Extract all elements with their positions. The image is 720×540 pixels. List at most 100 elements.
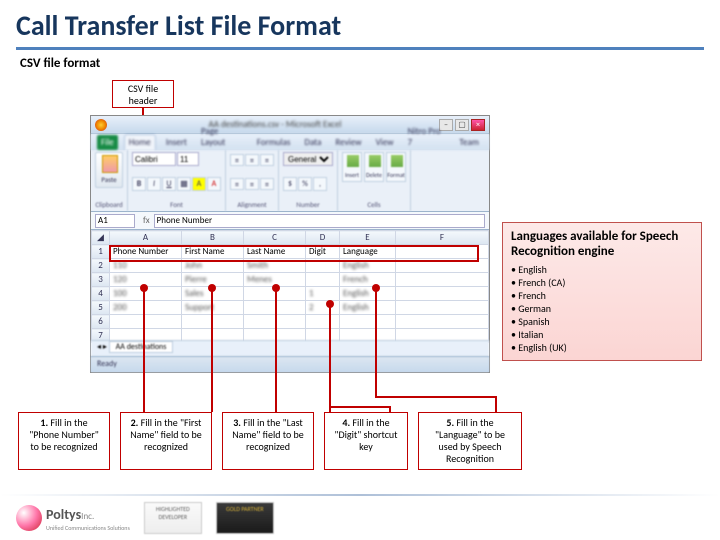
table-row: 2 110 John Smith English — [92, 259, 489, 273]
cell[interactable]: Digit — [306, 245, 340, 259]
tab-insert[interactable]: Insert — [162, 135, 191, 150]
border-button[interactable]: ▦ — [177, 177, 191, 191]
connector-line — [375, 290, 377, 396]
cell[interactable] — [396, 273, 489, 287]
excel-filename: AA destinations.csv - Microsoft Excel — [111, 119, 439, 130]
select-all[interactable]: ◢ — [92, 231, 110, 245]
cell[interactable]: 2 — [306, 301, 340, 315]
cell[interactable] — [396, 301, 489, 315]
align-tl[interactable]: ≡ — [230, 154, 244, 166]
ribbon-font: B I U ▦ A A Font — [128, 150, 226, 211]
font-name-input[interactable] — [132, 152, 176, 166]
fill-button[interactable]: A — [192, 177, 206, 191]
close-button[interactable]: × — [471, 119, 485, 131]
align-tc[interactable]: ≡ — [245, 154, 259, 166]
row-header[interactable]: 5 — [92, 301, 110, 315]
tab-data[interactable]: Data — [300, 135, 325, 150]
align-r[interactable]: ≡ — [260, 178, 274, 190]
cell[interactable]: English — [340, 287, 396, 301]
col-header-f[interactable]: F — [396, 231, 489, 245]
align-label: Alignment — [230, 200, 274, 209]
cell[interactable]: 1 — [306, 287, 340, 301]
italic-button[interactable]: I — [147, 177, 161, 191]
tab-team[interactable]: Team — [455, 135, 483, 150]
sheet-tabs[interactable]: ◂ ▸ AA destinations — [91, 340, 489, 356]
align-l[interactable]: ≡ — [230, 178, 244, 190]
underline-button[interactable]: U — [162, 177, 176, 191]
page-title: Call Transfer List File Format — [0, 0, 720, 47]
col-header-d[interactable]: D — [306, 231, 340, 245]
logo-orb-icon — [16, 505, 42, 531]
col-header-e[interactable]: E — [340, 231, 396, 245]
cell[interactable] — [396, 259, 489, 273]
number-label: Number — [283, 200, 333, 209]
fontcolor-button[interactable]: A — [207, 177, 221, 191]
callout-firstname: 2. Fill in the "First Name" field to be … — [120, 412, 212, 470]
connector-line — [329, 406, 389, 408]
ribbon-number: General $ % , Number — [279, 150, 338, 211]
list-item: French — [511, 289, 693, 302]
cell[interactable]: First Name — [182, 245, 244, 259]
table-row: 1 Phone Number First Name Last Name Digi… — [92, 245, 489, 259]
cell[interactable] — [396, 245, 489, 259]
insert-cell-button[interactable]: Insert — [342, 152, 362, 182]
cell[interactable]: Phone Number — [110, 245, 182, 259]
ribbon-tabs: File Home Insert Page Layout Formulas Da… — [91, 134, 489, 150]
table-row: 3 120 Pierre Menes French — [92, 273, 489, 287]
row-header[interactable]: 4 — [92, 287, 110, 301]
cell[interactable]: French — [340, 273, 396, 287]
number-format-select[interactable]: General — [283, 152, 333, 166]
paste-button[interactable]: Paste — [95, 152, 123, 188]
formula-input[interactable]: Phone Number — [154, 214, 485, 228]
font-size-input[interactable] — [177, 152, 199, 166]
cell[interactable] — [306, 259, 340, 273]
connector-line — [211, 290, 213, 412]
align-tr[interactable]: ≡ — [260, 154, 274, 166]
currency-button[interactable]: $ — [283, 177, 297, 191]
tab-nitro[interactable]: Nitro Pro 7 — [404, 124, 450, 150]
cell[interactable]: Language — [340, 245, 396, 259]
worksheet[interactable]: ◢ A B C D E F 1 Phone Number First Name … — [91, 230, 489, 356]
cell[interactable]: 110 — [110, 259, 182, 273]
cell[interactable]: 200 — [110, 301, 182, 315]
row-header[interactable]: 2 — [92, 259, 110, 273]
tab-file[interactable]: File — [97, 135, 118, 150]
row-header[interactable]: 1 — [92, 245, 110, 259]
fx-icon[interactable]: fx — [139, 215, 154, 226]
cell[interactable]: English — [340, 259, 396, 273]
row-header[interactable]: 3 — [92, 273, 110, 287]
align-c[interactable]: ≡ — [245, 178, 259, 190]
maximize-button[interactable]: ▢ — [455, 119, 469, 131]
col-header-c[interactable]: C — [244, 231, 306, 245]
callout-digit: 4. Fill in the "Digit" shortcut key — [324, 412, 408, 470]
delete-cell-button[interactable]: Delete — [364, 152, 384, 182]
cell[interactable] — [306, 273, 340, 287]
comma-button[interactable]: , — [313, 177, 327, 191]
table-row: 4 100 Sales 1 English — [92, 287, 489, 301]
connector-line — [375, 396, 495, 398]
cell[interactable]: Last Name — [244, 245, 306, 259]
percent-button[interactable]: % — [298, 177, 312, 191]
tab-formulas[interactable]: Formulas — [253, 135, 295, 150]
ribbon-alignment: ≡ ≡ ≡ ≡ ≡ ≡ Alignment — [226, 150, 279, 211]
cell[interactable]: Smith — [244, 259, 306, 273]
name-box[interactable]: A1 — [95, 214, 135, 228]
list-item: Italian — [511, 328, 693, 341]
cell[interactable]: John — [182, 259, 244, 273]
callout-language: 5. Fill in the "Language" to be used by … — [418, 412, 522, 470]
callouts-row: 1. Fill in the "Phone Number" to be reco… — [0, 412, 720, 470]
row-header[interactable]: 6 — [92, 315, 110, 329]
languages-panel: Languages available for Speech Recogniti… — [502, 222, 702, 361]
col-header-a[interactable]: A — [110, 231, 182, 245]
cell[interactable] — [396, 287, 489, 301]
tab-pagelayout[interactable]: Page Layout — [197, 124, 247, 150]
formula-bar: A1 fx Phone Number — [91, 212, 489, 230]
tab-home[interactable]: Home — [124, 134, 156, 150]
bold-button[interactable]: B — [132, 177, 146, 191]
cell[interactable]: English — [340, 301, 396, 315]
tab-review[interactable]: Review — [331, 135, 365, 150]
format-cell-button[interactable]: Format — [386, 152, 406, 182]
col-header-b[interactable]: B — [182, 231, 244, 245]
title-underline — [16, 47, 704, 50]
tab-view[interactable]: View — [372, 135, 398, 150]
